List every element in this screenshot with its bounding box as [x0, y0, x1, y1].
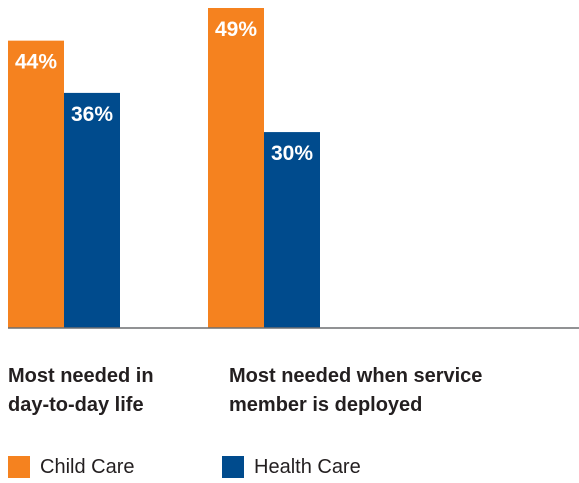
- bar-health-care-1: [64, 92, 120, 329]
- bar-health-care-2: [264, 132, 320, 328]
- legend-swatch-child-care: [8, 456, 30, 478]
- bar-child-care-2: [208, 8, 264, 328]
- data-labels-group: 44% 36% 49% 30%: [15, 18, 313, 165]
- data-label-health-care-2: 30%: [271, 142, 313, 165]
- data-label-child-care-2: 49%: [215, 18, 257, 41]
- legend-label-health-care: Health Care: [254, 455, 361, 478]
- legend-item-child-care: Child Care: [8, 456, 134, 478]
- data-label-child-care-1: 44%: [15, 51, 57, 74]
- data-label-health-care-1: 36%: [71, 103, 113, 126]
- bar-chart: 44% 36% 49% 30%: [8, 8, 579, 329]
- bar-child-care-1: [8, 40, 64, 328]
- category-label-deployed: Most needed when service member is deplo…: [229, 365, 483, 416]
- legend-item-health-care: Health Care: [222, 456, 361, 478]
- bars-group: [8, 8, 320, 329]
- category-label-day-to-day: Most needed in day-to-day life: [8, 365, 154, 416]
- legend-label-child-care: Child Care: [40, 455, 135, 478]
- legend-swatch-health-care: [222, 456, 244, 478]
